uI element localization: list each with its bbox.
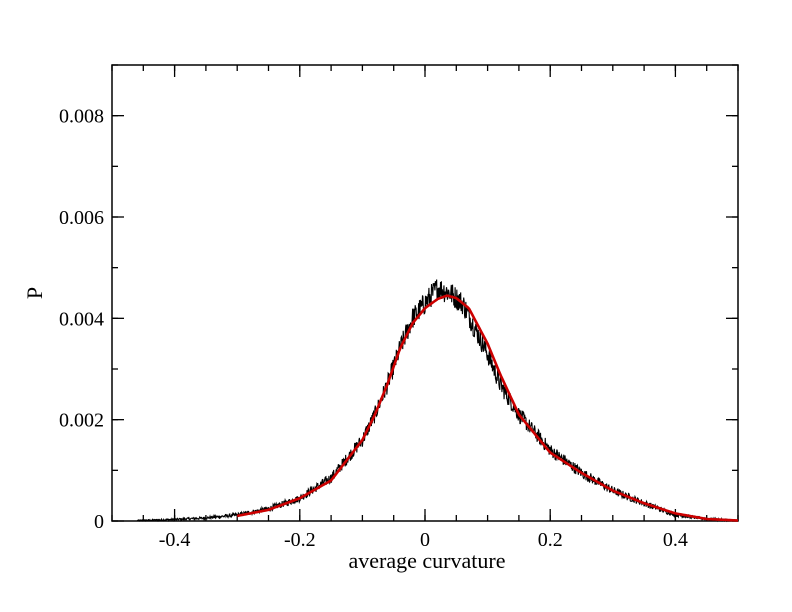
x-axis-label: average curvature [349,548,506,573]
y-axis-label: P [22,287,47,299]
y-tick-labels: 0 0.002 0.004 0.006 0.008 [59,106,104,533]
x-tick-label: 0 [420,529,430,551]
y-tick-label: 0.006 [59,207,104,229]
plot-frame [111,64,739,522]
series-histogram-line [136,279,739,523]
y-tick-label: 0 [94,511,104,533]
axis-ticks [111,64,739,522]
series-group [136,279,739,523]
x-tick-labels: -0.4 -0.2 0 0.2 0.4 [159,529,688,551]
x-tick-label: -0.4 [159,529,191,551]
y-tick-label: 0.002 [59,410,104,432]
x-tick-label: 0.2 [538,529,563,551]
y-tick-label: 0.008 [59,106,104,128]
x-tick-label: 0.4 [663,529,688,551]
y-tick-label: 0.004 [59,308,104,330]
series-fit-line [236,294,739,522]
x-tick-label: -0.2 [284,529,316,551]
